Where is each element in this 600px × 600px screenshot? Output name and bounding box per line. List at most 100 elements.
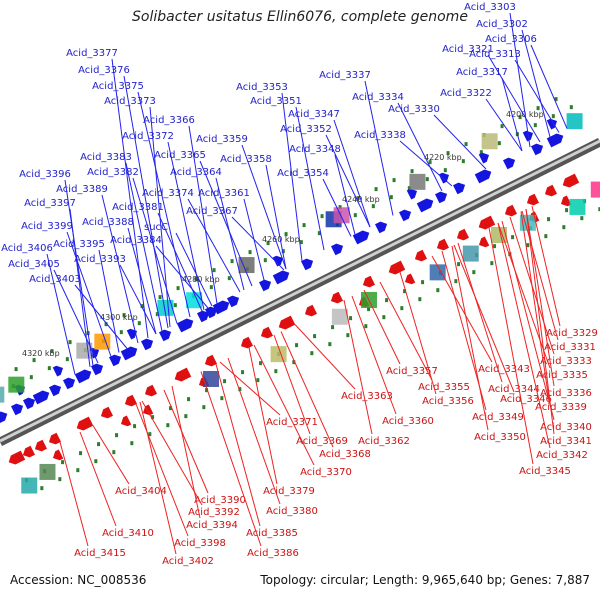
label-leader-line: [497, 222, 551, 449]
reverse-gene-label: Acid_3410: [102, 528, 154, 539]
forward-gene-arrow: [227, 295, 240, 308]
forward-gene-label: Acid_3399: [21, 221, 73, 232]
forward-gene-arrow: [301, 258, 314, 271]
label-leader-line: [215, 363, 261, 527]
genome-summary-text: Topology: circular; Length: 9,965,640 bp…: [260, 573, 590, 587]
tick-dot: [68, 340, 72, 345]
forward-gene-arrow: [74, 369, 92, 384]
forward-gene-arrow: [474, 169, 492, 184]
tick-dot: [371, 204, 375, 209]
feature-block: [39, 463, 56, 480]
tick-dot: [248, 250, 252, 255]
tick-dot: [313, 334, 317, 339]
scale-tick-label: 4220 kbp: [424, 153, 462, 162]
forward-gene-label: Acid_3361: [198, 188, 250, 199]
tick-dot: [403, 289, 407, 294]
tick-dot: [580, 216, 584, 221]
feature-block: [481, 133, 498, 150]
label-leader-line: [187, 198, 241, 293]
tick-dot: [400, 306, 404, 311]
forward-gene-label: Acid_3330: [388, 104, 440, 115]
forward-gene-arrow: [546, 133, 564, 148]
forward-gene-label: sucC: [144, 222, 168, 233]
label-leader-line: [457, 242, 503, 383]
feature-block: [157, 299, 174, 316]
label-leader-line: [53, 269, 99, 364]
tick-dot: [284, 232, 288, 237]
forward-gene-label: Acid_3381: [112, 202, 164, 213]
tick-dot: [166, 423, 170, 428]
tick-dot: [263, 258, 267, 263]
tick-dot: [133, 424, 137, 429]
reverse-gene-label: Acid_3341: [540, 436, 592, 447]
reverse-gene-label: Acid_3369: [296, 436, 348, 447]
tick-dot: [497, 141, 501, 146]
label-leader-line: [139, 401, 177, 555]
tick-dot: [76, 468, 80, 473]
label-leader-line: [241, 144, 287, 270]
reverse-gene-arrow: [48, 432, 61, 445]
label-leader-line: [101, 194, 139, 344]
label-leader-line: [171, 385, 201, 519]
tick-dot: [418, 297, 422, 302]
reverse-gene-arrow: [456, 228, 469, 241]
forward-gene-arrow: [478, 152, 490, 164]
label-leader-line: [66, 231, 112, 357]
reverse-gene-label: Acid_3355: [418, 382, 470, 393]
reverse-gene-arrow: [100, 406, 113, 419]
forward-gene-arrow: [406, 188, 418, 200]
reverse-gene-arrow: [124, 394, 137, 407]
tick-dot: [61, 460, 65, 465]
reverse-gene-label: Acid_3339: [535, 402, 587, 413]
tick-dot: [421, 280, 425, 285]
reverse-gene-arrow: [478, 215, 496, 230]
label-leader-line: [497, 222, 551, 369]
label-leader-line: [175, 232, 213, 307]
reverse-gene-label: Acid_3336: [540, 388, 592, 399]
label-leader-line: [69, 208, 91, 368]
label-leader-line: [127, 227, 157, 335]
label-leader-line: [485, 98, 523, 152]
genome-title: Solibacter usitatus Ellin6076, complete …: [132, 9, 468, 25]
label-leader-line: [231, 216, 285, 271]
tick-dot: [562, 225, 566, 230]
label-leader-line: [501, 220, 555, 421]
tick-dot: [29, 375, 33, 380]
label-leader-line: [325, 134, 371, 228]
tick-dot: [547, 217, 551, 222]
tick-dot: [310, 351, 314, 356]
forward-gene-label: Acid_3334: [352, 92, 404, 103]
label-leader-line: [155, 245, 209, 309]
tick-dot: [367, 307, 371, 312]
reverse-gene-label: Acid_3356: [422, 396, 474, 407]
reverse-gene-label: Acid_3346: [500, 394, 552, 405]
label-leader-line: [322, 178, 352, 237]
tick-dot: [155, 312, 159, 317]
label-leader-line: [227, 357, 281, 505]
reverse-gene-arrow: [544, 184, 557, 197]
reverse-gene-label: Acid_3415: [74, 548, 126, 559]
reverse-gene-arrow: [388, 260, 406, 275]
reverse-gene-label: Acid_3398: [174, 538, 226, 549]
label-leader-line: [520, 211, 550, 401]
label-leader-line: [379, 281, 433, 381]
forward-gene-label: Acid_3367: [186, 206, 238, 217]
reverse-gene-arrow: [278, 315, 296, 330]
tick-dot: [338, 205, 342, 210]
reverse-gene-arrow: [174, 367, 192, 382]
feature-block: [0, 386, 5, 403]
forward-gene-arrow: [32, 390, 50, 405]
tick-dot: [551, 114, 555, 119]
tick-dot: [533, 123, 537, 128]
label-leader-line: [188, 125, 218, 304]
tick-dot: [148, 432, 152, 437]
label-leader-line: [281, 92, 303, 262]
forward-gene-label: Acid_3313: [469, 49, 521, 60]
forward-gene-arrow: [546, 118, 558, 130]
feature-block: [8, 376, 25, 393]
label-leader-line: [137, 91, 191, 318]
reverse-gene-label: Acid_3404: [115, 486, 167, 497]
label-leader-line: [399, 271, 437, 395]
tick-dot: [79, 451, 83, 456]
feature-block: [202, 370, 219, 387]
